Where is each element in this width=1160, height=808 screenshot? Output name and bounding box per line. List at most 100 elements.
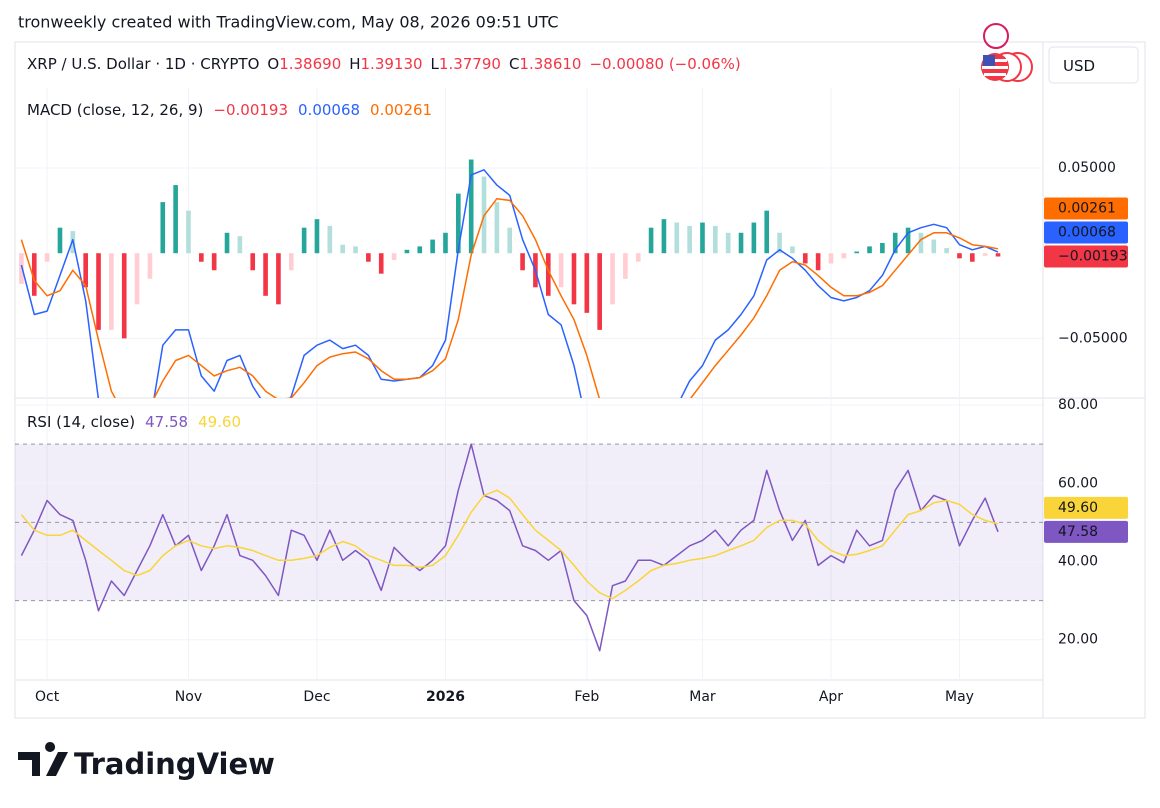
histogram-bar: [353, 246, 358, 254]
indicator-legend: RSI (14, close) 47.58 49.60: [27, 413, 241, 431]
histogram-bar: [623, 253, 628, 279]
x-tick-label: 2026: [426, 689, 465, 705]
histogram-bar: [661, 219, 667, 254]
histogram-bar: [610, 253, 615, 305]
value-badge: [1044, 520, 1128, 543]
histogram-bar: [841, 253, 847, 259]
histogram-bar: [404, 249, 410, 254]
histogram-bar: [134, 253, 140, 305]
ohlc-value: 1.38690: [279, 55, 341, 73]
ohlc-value: 1.37790: [439, 55, 501, 73]
value-badge-label: 0.00261: [1058, 201, 1116, 217]
histogram-bar: [468, 159, 474, 254]
ohlc-value: 1.39130: [361, 55, 423, 73]
value-badge-label: 47.58: [1058, 524, 1098, 540]
histogram-bar: [764, 210, 770, 254]
histogram-bar: [301, 227, 307, 254]
histogram-bar: [995, 253, 1001, 257]
histogram-bar: [725, 232, 731, 254]
histogram-bar: [366, 253, 371, 262]
logo-text: TradingView: [74, 747, 275, 781]
histogram-bar: [558, 253, 564, 288]
histogram-bar: [892, 232, 898, 254]
indicator-legend: MACD (close, 12, 26, 9) −0.00193 0.00068 0.…: [27, 101, 432, 119]
histogram-bar: [224, 232, 230, 254]
indicator-line: [20, 197, 999, 398]
histogram-bar: [443, 232, 448, 254]
histogram-bar: [931, 239, 937, 254]
histogram-bar: [790, 246, 795, 254]
histogram-bar: [815, 253, 821, 271]
histogram-bar: [31, 253, 37, 296]
histogram-bar: [828, 253, 834, 264]
histogram-bar: [186, 210, 191, 254]
x-tick-label: Dec: [303, 689, 330, 705]
value-badge: [1044, 245, 1128, 268]
ohlc-label: L: [431, 55, 440, 73]
histogram-bar: [777, 232, 782, 254]
currency-label[interactable]: USD: [1063, 57, 1095, 75]
histogram-bar: [905, 227, 911, 254]
pane: [15, 404, 1043, 652]
histogram-bar: [83, 253, 88, 288]
histogram-bar: [199, 253, 204, 262]
histogram-bar: [944, 248, 949, 254]
value-badge-label: 0.00068: [1058, 225, 1116, 241]
indicator-line: [20, 489, 999, 600]
histogram-bar: [19, 253, 24, 284]
histogram-bar: [494, 202, 500, 254]
histogram-bar: [237, 236, 243, 254]
x-tick-label: Oct: [35, 689, 60, 705]
legend-value: −0.00193: [213, 101, 288, 119]
histogram-bar: [160, 202, 166, 254]
histogram-bar: [648, 227, 654, 254]
histogram-bar: [880, 243, 885, 254]
value-badge: [1044, 197, 1128, 220]
x-tick-label: May: [945, 689, 974, 705]
histogram-bar: [635, 253, 641, 262]
histogram-bar: [507, 227, 513, 254]
x-tick-label: Nov: [175, 689, 202, 705]
chart-frame: [14, 41, 1146, 719]
legend-value: 49.60: [198, 413, 241, 431]
legend-value: 0.00261: [370, 101, 432, 119]
histogram-bar: [430, 239, 435, 254]
value-badge-label: 49.60: [1058, 500, 1098, 516]
histogram-bar: [571, 253, 577, 305]
logo: [18, 742, 68, 776]
header-title: tronweekly created with TradingView.com,…: [18, 13, 559, 32]
histogram-bar: [378, 253, 384, 274]
histogram-bar: [340, 244, 345, 254]
histogram-bar: [44, 253, 50, 262]
histogram-bar: [700, 222, 705, 254]
histogram-bar: [314, 219, 320, 254]
histogram-bar: [687, 225, 692, 254]
histogram-bar: [957, 253, 962, 259]
ohlc-label: C: [509, 55, 519, 73]
y-tick-label: 0.05000: [1058, 160, 1116, 176]
histogram-bar: [674, 222, 680, 254]
histogram-bar: [250, 253, 256, 271]
histogram-bar: [982, 253, 988, 256]
pane: [15, 159, 1043, 398]
ohlc-label: O: [267, 55, 279, 73]
histogram-bar: [147, 253, 153, 279]
value-badge: [1044, 221, 1128, 244]
ohlc-value: 1.38610: [519, 55, 581, 73]
histogram-bar: [456, 193, 461, 254]
histogram-bar: [713, 225, 718, 254]
histogram-bar: [597, 253, 602, 330]
ohlc: O1.38690 H1.39130 L1.37790 C1.38610: [267, 55, 581, 73]
histogram-bar: [391, 253, 397, 261]
chart-layer: Oct Nov Dec 2026 Feb Mar Apr May 0.05000 −0.05000…: [15, 88, 1128, 705]
x-tick-label: Apr: [819, 689, 843, 705]
histogram-bar: [327, 225, 333, 254]
histogram-bar: [173, 185, 178, 254]
histogram-bar: [96, 253, 101, 330]
histogram-bar: [276, 253, 281, 305]
histogram-bar: [802, 253, 808, 264]
indicator-title: MACD (close, 12, 26, 9): [27, 101, 203, 119]
y-tick-label: 20.00: [1058, 632, 1098, 648]
currency-button[interactable]: [1048, 46, 1139, 84]
histogram-bar: [738, 232, 744, 254]
